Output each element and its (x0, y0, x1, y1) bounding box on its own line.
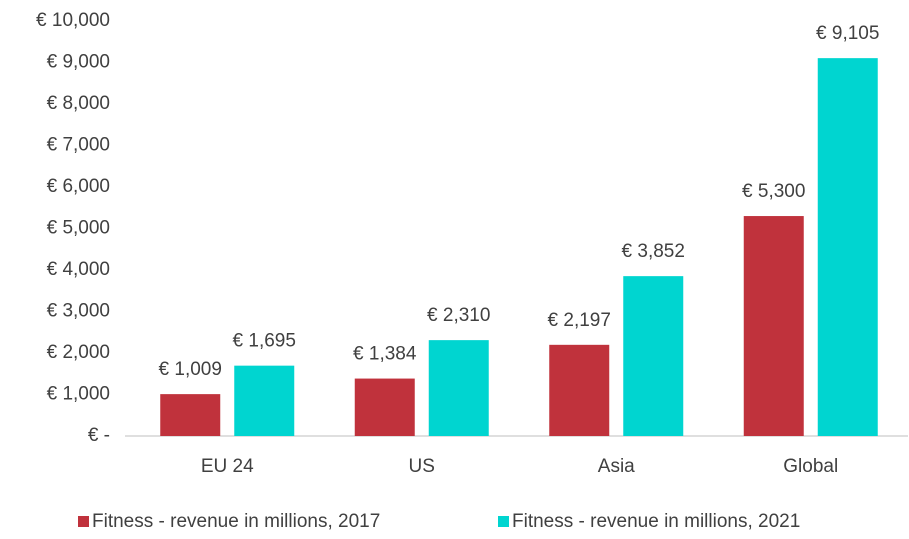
y-tick-label: € 10,000 (36, 10, 110, 31)
data-label: € 2,310 (427, 305, 490, 326)
y-tick-label: € 6,000 (47, 176, 110, 197)
bar (623, 276, 684, 436)
y-tick-label: € 3,000 (47, 301, 110, 322)
legend-label: Fitness - revenue in millions, 2017 (92, 511, 380, 532)
bar (549, 344, 610, 436)
legend-swatch (78, 516, 89, 527)
y-tick-label: € - (88, 425, 110, 446)
legend-swatch (498, 516, 509, 527)
data-label: € 1,384 (353, 344, 417, 365)
bar (234, 365, 295, 436)
data-label: € 1,695 (233, 331, 296, 352)
x-tick-label: Asia (598, 456, 635, 477)
y-tick-label: € 9,000 (47, 52, 110, 73)
bar (817, 58, 878, 437)
data-label: € 1,009 (159, 359, 222, 380)
y-tick-label: € 4,000 (47, 259, 110, 280)
bar (354, 378, 415, 436)
y-tick-label: € 7,000 (47, 135, 110, 156)
bar (428, 340, 489, 436)
legend-label: Fitness - revenue in millions, 2021 (512, 511, 800, 532)
y-tick-label: € 2,000 (47, 342, 110, 363)
data-label: € 9,105 (816, 23, 879, 44)
x-tick-label: Global (783, 456, 838, 477)
bar (160, 394, 221, 436)
bar (743, 216, 804, 436)
x-tick-label: US (409, 456, 435, 477)
x-tick-label: EU 24 (201, 456, 254, 477)
y-tick-label: € 5,000 (47, 218, 110, 239)
data-label: € 5,300 (742, 181, 805, 202)
data-label: € 2,197 (548, 310, 611, 331)
y-tick-label: € 8,000 (47, 93, 110, 114)
y-tick-label: € 1,000 (47, 384, 110, 405)
data-label: € 3,852 (622, 241, 685, 262)
